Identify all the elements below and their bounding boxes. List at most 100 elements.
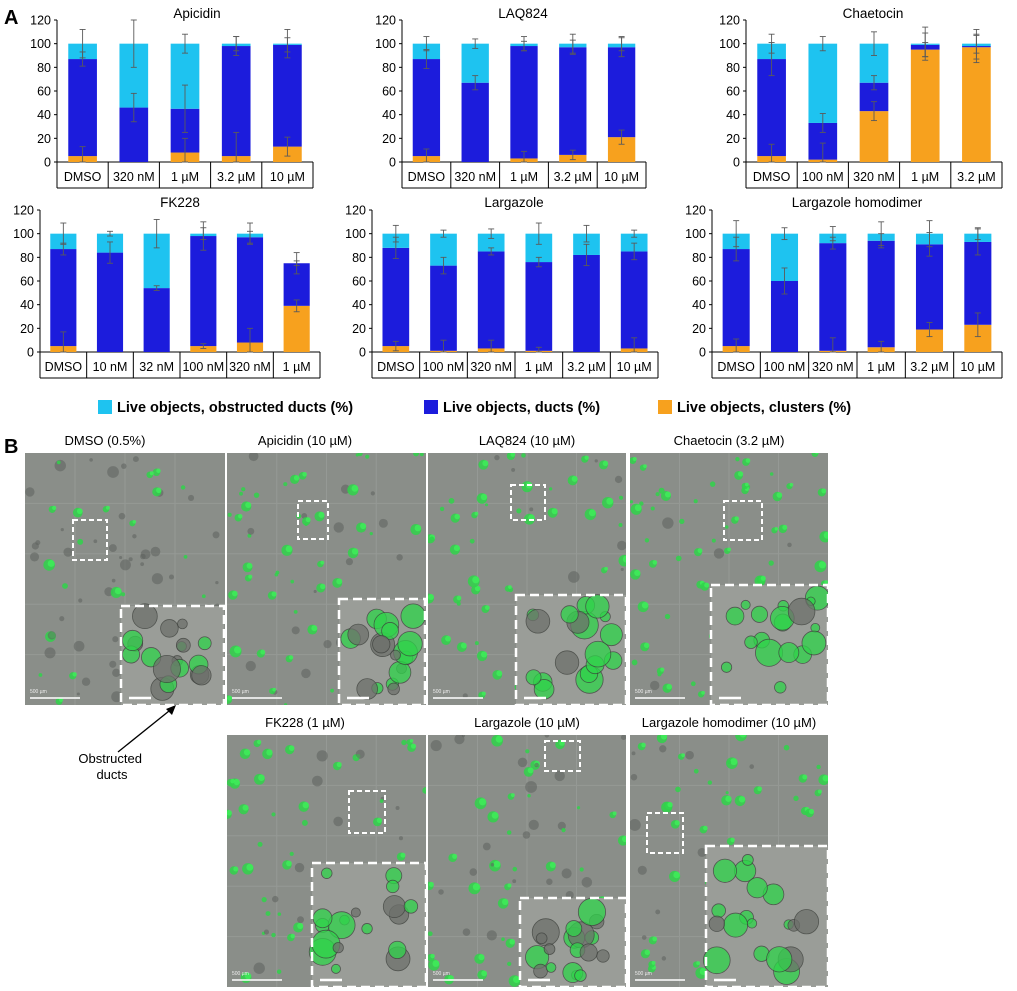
cell-blob: [357, 453, 363, 457]
cell-blob: [311, 625, 318, 632]
cell-blob: [305, 517, 311, 523]
bar-ducts: [867, 240, 895, 348]
x-tick-label: DMSO: [408, 170, 446, 184]
inset-cell: [312, 908, 333, 929]
y-tick-label: 100: [13, 227, 34, 241]
inset-frame: [709, 583, 828, 705]
cell-blob: [462, 693, 468, 699]
cell-blob: [474, 641, 479, 646]
cell-blob: [507, 883, 512, 888]
cell-blob: [725, 795, 732, 802]
cell-blob: [313, 589, 317, 594]
cell-blob: [808, 808, 815, 815]
cell-blob: [247, 527, 255, 535]
cell-blob: [659, 745, 667, 753]
legend-swatch-clusters: [658, 400, 672, 414]
cell-blob: [510, 453, 516, 457]
inset-cell: [574, 969, 587, 982]
cell-blob: [140, 549, 151, 560]
cell-blob: [725, 791, 729, 795]
cell-blob: [525, 781, 538, 793]
inset-cell: [545, 962, 557, 973]
cell-blob: [641, 935, 647, 940]
y-tick-label: 100: [375, 37, 396, 51]
bar-ducts: [412, 59, 441, 157]
cell-blob: [675, 786, 681, 793]
legend-swatch-obstructed: [98, 400, 112, 414]
y-tick-label: 0: [389, 156, 396, 170]
bar-obstructed: [477, 233, 505, 252]
inset-frame: [704, 844, 828, 987]
scale-label-laq824: 500 µm: [433, 689, 450, 695]
annotation-text: Obstructed ducts: [78, 751, 145, 782]
inset-cell: [191, 665, 212, 686]
cell-blob: [739, 735, 747, 738]
cell-blob: [482, 460, 489, 467]
cell-blob: [149, 471, 154, 476]
cell-blob: [93, 539, 98, 544]
cell-blob: [469, 868, 478, 876]
cell-blob: [29, 552, 40, 562]
x-tick-label: 1 µM: [525, 360, 553, 374]
cell-blob: [316, 750, 328, 762]
cell-blob: [660, 735, 668, 740]
cell-blob: [360, 522, 367, 530]
cell-blob: [239, 491, 243, 496]
cell-blob: [119, 559, 131, 571]
cell-blob: [456, 601, 461, 606]
cell-blob: [485, 605, 490, 610]
cell-blob: [482, 842, 491, 851]
inset-cell: [160, 619, 179, 638]
inset-cell: [525, 609, 551, 634]
cell-blob: [330, 688, 334, 693]
cell-blob: [704, 582, 710, 588]
cell-blob: [302, 471, 307, 477]
cell-blob: [528, 819, 539, 830]
cell-blob: [737, 471, 744, 477]
cell-blob: [351, 548, 359, 555]
cell-blob: [474, 511, 479, 516]
scale-label-largazole: 500 µm: [433, 971, 450, 977]
cell-blob: [713, 548, 725, 559]
cell-blob: [379, 799, 384, 803]
cell-blob: [821, 488, 827, 494]
cell-blob: [277, 912, 282, 916]
micrograph-label-largazole: Largazole (10 µM): [474, 715, 580, 730]
cell-blob: [59, 616, 65, 622]
cell-blob: [448, 497, 455, 504]
cell-blob: [481, 970, 488, 977]
bar-clusters: [283, 305, 310, 352]
y-tick-label: 80: [382, 61, 396, 75]
cell-blob: [121, 463, 127, 469]
cell-blob: [428, 594, 434, 601]
inset-cell: [533, 963, 548, 979]
cell-blob: [183, 554, 188, 559]
cell-blob: [452, 853, 458, 859]
cell-blob: [632, 456, 637, 462]
inset-cell: [746, 918, 758, 929]
cell-blob: [246, 863, 254, 871]
inset-cell: [386, 879, 400, 894]
cell-blob: [293, 475, 300, 481]
cell-blob: [818, 561, 826, 569]
cell-blob: [439, 506, 445, 512]
cell-blob: [286, 860, 292, 867]
inset-cell: [740, 599, 751, 610]
cell-blob: [107, 466, 119, 478]
bar-ducts: [607, 47, 636, 138]
inset-cell: [801, 630, 827, 656]
bar-obstructed: [620, 233, 648, 252]
x-tick-label: 100 nM: [802, 170, 844, 184]
cell-blob: [738, 796, 746, 803]
micrograph-label-apicidin: Apicidin (10 µM): [258, 433, 352, 448]
x-tick-label: 320 nM: [113, 170, 155, 184]
x-tick-label: 100 nM: [182, 360, 224, 374]
cell-blob: [25, 487, 35, 497]
cell-blob: [398, 836, 404, 841]
inset-cell: [579, 943, 598, 962]
cell-blob: [369, 531, 373, 536]
cell-blob: [396, 554, 403, 561]
inset-cell: [560, 605, 579, 624]
y-tick-label: 80: [352, 251, 366, 265]
